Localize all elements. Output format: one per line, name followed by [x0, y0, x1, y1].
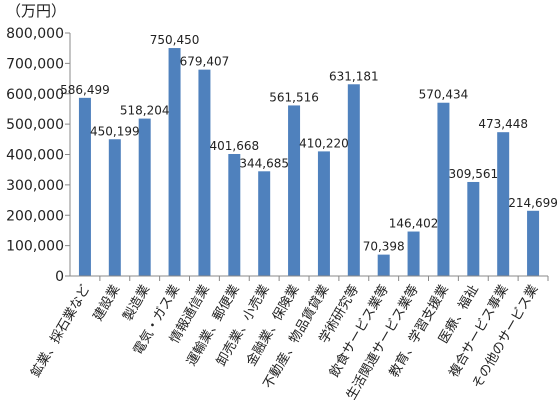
- x-axis: 鉱業、採石業など建設業製造業電気・ガス業情報通信業運輸業、郵便業卸売業、小売業金…: [28, 275, 549, 400]
- value-label: 146,402: [389, 217, 439, 231]
- value-label: 679,407: [180, 55, 230, 69]
- value-label: 750,450: [150, 33, 200, 47]
- y-tick-label: 400,000: [6, 148, 64, 164]
- value-label: 586,499: [60, 83, 110, 97]
- bar: [347, 84, 360, 276]
- bar: [437, 102, 450, 276]
- bar: [258, 171, 271, 276]
- bar: [108, 139, 121, 276]
- value-label: 344,685: [239, 156, 289, 170]
- value-label: 410,220: [299, 136, 349, 150]
- y-tick-label: 600,000: [6, 87, 64, 103]
- value-label: 473,448: [478, 117, 528, 131]
- y-axis-unit-label: （万円）: [6, 2, 67, 20]
- bar: [377, 254, 390, 276]
- bar: [497, 132, 510, 276]
- bar: [467, 181, 480, 276]
- bar: [198, 69, 211, 276]
- value-label: 309,561: [449, 167, 499, 181]
- y-tick-label: 100,000: [6, 239, 64, 255]
- y-tick-label: 800,000: [6, 26, 64, 42]
- value-label: 401,668: [210, 139, 260, 153]
- category-label: 建設業: [90, 282, 123, 324]
- bars: [78, 48, 540, 277]
- value-label: 631,181: [329, 69, 379, 83]
- value-label: 450,199: [90, 124, 140, 138]
- bar: [168, 48, 181, 276]
- bar: [527, 210, 540, 276]
- category-label: 製造業: [120, 282, 153, 324]
- value-labels: 586,499 450,199 518,204 750,450 679,407 401,6…: [60, 33, 558, 254]
- bar: [78, 97, 91, 277]
- value-label: 561,516: [269, 90, 319, 104]
- bar: [317, 151, 330, 276]
- value-label: 570,434: [419, 88, 469, 102]
- bar: [228, 153, 241, 276]
- bar: [288, 105, 301, 276]
- bar: [407, 231, 420, 276]
- bar: [138, 118, 151, 276]
- y-tick-label: 200,000: [6, 208, 64, 224]
- y-tick-label: 700,000: [6, 56, 64, 72]
- category-label: 鉱業、採石業など: [28, 282, 94, 380]
- value-label: 70,398: [363, 240, 405, 254]
- y-tick-label: 500,000: [6, 117, 64, 133]
- y-tick-label: 300,000: [6, 178, 64, 194]
- y-tick-label: 0: [55, 269, 64, 285]
- value-label: 214,699: [508, 196, 558, 210]
- value-label: 518,204: [120, 104, 170, 118]
- y-axis: 0 100,000 200,000 300,000 400,000 500,000 600,…: [6, 26, 71, 285]
